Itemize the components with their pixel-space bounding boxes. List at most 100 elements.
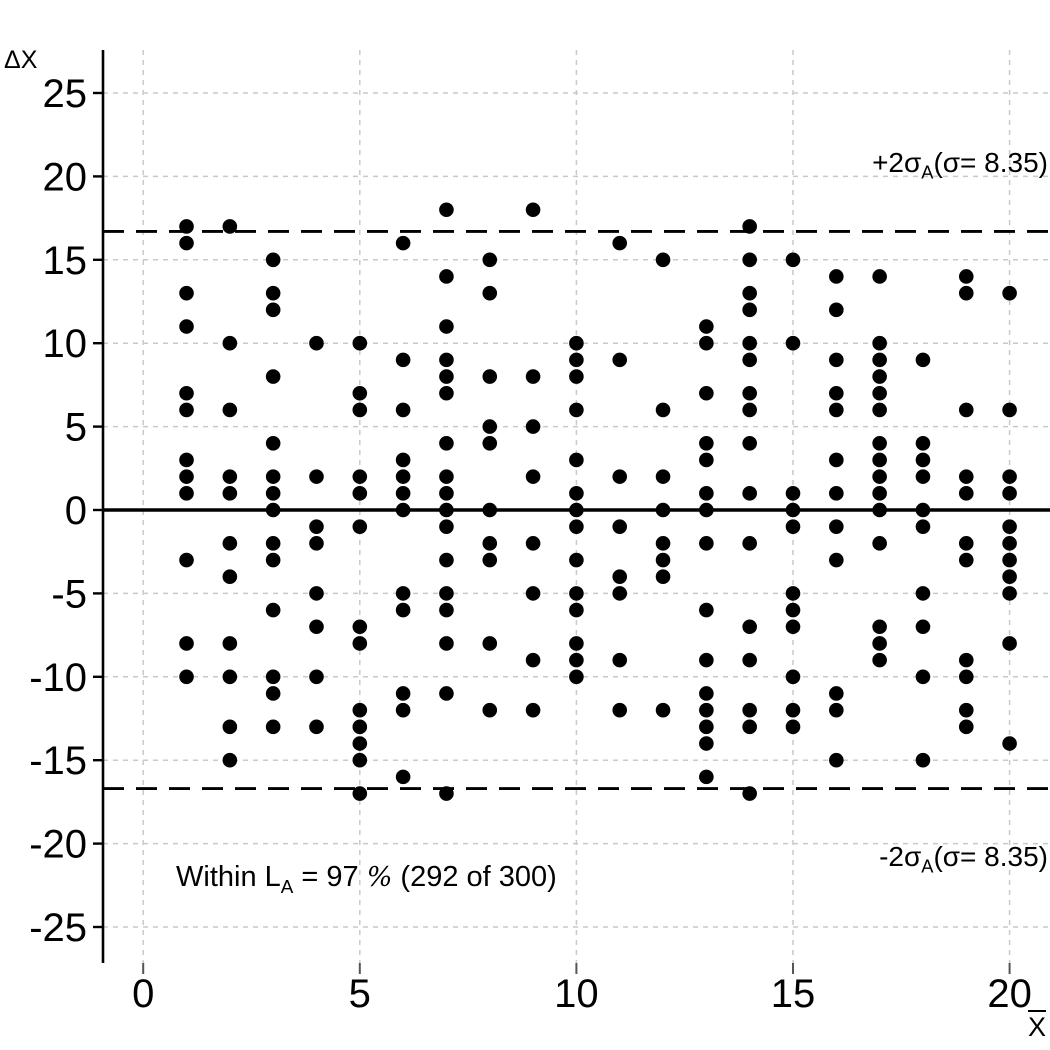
data-point <box>395 352 411 368</box>
data-point <box>309 619 324 635</box>
data-point <box>612 702 628 718</box>
data-point <box>785 519 801 534</box>
data-point <box>265 285 281 301</box>
data-point <box>222 719 238 735</box>
data-point <box>612 586 628 601</box>
data-point <box>569 486 584 501</box>
within-limits-label-sub: A <box>280 875 294 897</box>
data-point <box>655 252 671 268</box>
data-point <box>265 602 281 618</box>
data-point <box>179 285 194 301</box>
data-point <box>265 686 281 701</box>
data-point <box>569 369 584 384</box>
data-point <box>352 486 368 501</box>
lower-limit-annotation-post: (σ= 8.35) <box>933 841 1048 872</box>
data-point <box>395 502 411 518</box>
data-point <box>265 502 281 518</box>
data-point <box>612 235 628 251</box>
data-point <box>525 202 541 218</box>
data-point <box>395 769 411 785</box>
upper-limit-annotation: +2σA(σ= 8.35) <box>872 147 1048 182</box>
data-point <box>569 352 584 368</box>
data-point <box>785 486 801 501</box>
data-point <box>742 536 757 551</box>
y-tick-label: 5 <box>65 406 87 450</box>
data-point <box>612 569 628 585</box>
data-point <box>829 352 844 368</box>
data-point <box>829 752 844 768</box>
data-point <box>1002 285 1017 301</box>
data-point <box>742 219 757 234</box>
y-tick-label: -5 <box>51 572 87 616</box>
data-point <box>309 719 324 735</box>
data-point <box>179 319 194 334</box>
y-tick-label: 15 <box>43 239 88 283</box>
data-point <box>699 736 714 751</box>
data-point <box>742 619 757 635</box>
data-point <box>352 736 368 751</box>
data-point <box>439 602 454 618</box>
y-tick-label: -10 <box>29 656 87 700</box>
data-point <box>309 586 324 601</box>
data-point <box>352 702 368 718</box>
data-point <box>309 669 324 685</box>
upper-limit-annotation-post: (σ= 8.35) <box>933 147 1048 178</box>
data-point <box>699 502 714 518</box>
data-point <box>699 452 714 468</box>
data-point <box>179 469 194 484</box>
data-point <box>439 636 454 651</box>
data-point <box>829 269 844 284</box>
data-point <box>439 586 454 601</box>
data-point <box>222 219 238 234</box>
data-point <box>482 636 498 651</box>
data-point <box>829 302 844 318</box>
data-point <box>872 652 887 668</box>
data-point <box>872 352 887 368</box>
data-point <box>265 302 281 318</box>
data-point <box>222 469 238 484</box>
data-point <box>222 402 238 418</box>
data-point <box>439 502 454 518</box>
data-point <box>222 752 238 768</box>
data-point <box>439 369 454 384</box>
data-point <box>395 702 411 718</box>
data-point <box>829 486 844 501</box>
data-point <box>958 552 974 568</box>
data-point <box>872 536 887 551</box>
data-point <box>958 536 974 551</box>
data-point <box>742 402 757 418</box>
data-point <box>352 636 368 651</box>
data-point <box>482 419 498 434</box>
data-point <box>569 602 584 618</box>
data-point <box>915 452 931 468</box>
data-point <box>1002 519 1017 534</box>
data-point <box>179 235 194 251</box>
data-point <box>742 702 757 718</box>
data-point <box>785 702 801 718</box>
data-point <box>395 235 411 251</box>
data-point <box>569 502 584 518</box>
data-point <box>958 402 974 418</box>
data-point <box>958 652 974 668</box>
data-point <box>699 652 714 668</box>
data-point <box>872 385 887 401</box>
data-point <box>785 586 801 601</box>
data-point <box>222 486 238 501</box>
data-point <box>1002 736 1017 751</box>
data-point <box>352 786 368 801</box>
data-point <box>439 352 454 368</box>
data-point <box>482 252 498 268</box>
data-point <box>179 385 194 401</box>
lower-limit-annotation: -2σA(σ= 8.35) <box>879 841 1048 876</box>
data-point <box>699 602 714 618</box>
data-point <box>958 669 974 685</box>
data-point <box>352 335 368 351</box>
data-point <box>915 752 931 768</box>
data-point <box>742 435 757 451</box>
data-point <box>265 252 281 268</box>
data-point <box>179 402 194 418</box>
data-point <box>352 752 368 768</box>
data-point <box>265 536 281 551</box>
within-limits-label-post: (292 of 300) <box>392 861 557 893</box>
